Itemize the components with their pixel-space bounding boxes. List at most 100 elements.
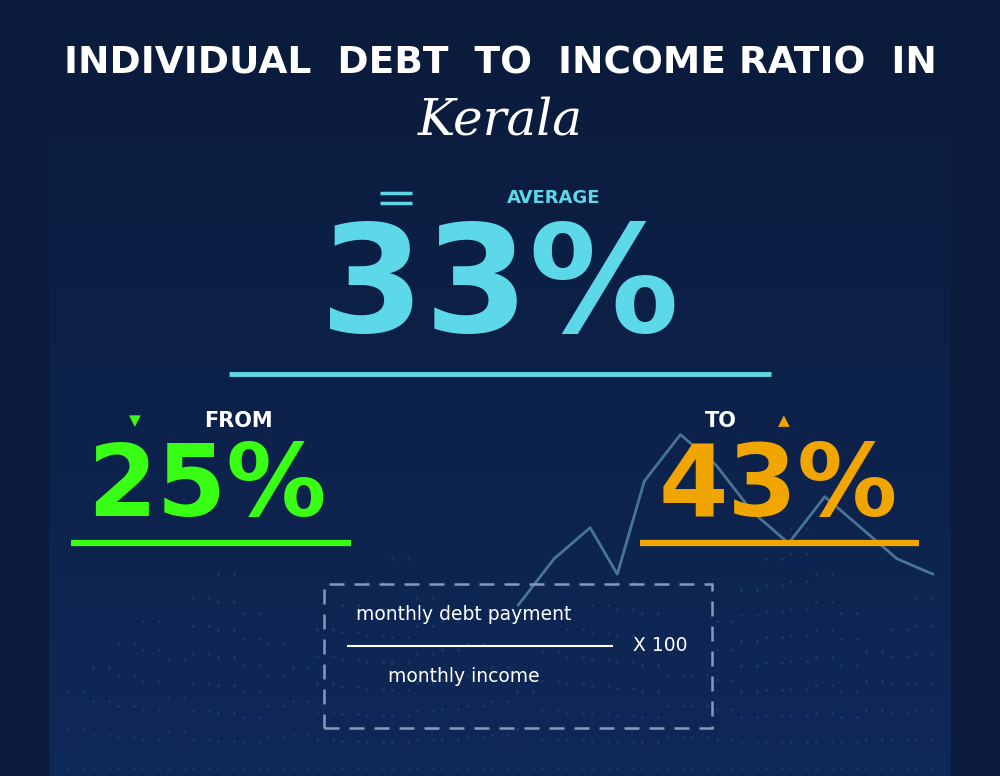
Bar	[49, 78, 951, 84]
Bar	[49, 207, 951, 213]
Bar	[49, 258, 951, 265]
Bar	[49, 692, 951, 698]
Bar	[49, 33, 951, 39]
Bar	[49, 181, 951, 188]
Bar	[49, 576, 951, 582]
Bar	[49, 673, 951, 679]
Bar	[49, 375, 951, 382]
Bar	[49, 770, 951, 776]
Bar	[49, 750, 951, 757]
Bar	[49, 200, 951, 207]
Text: ▲: ▲	[778, 413, 790, 428]
Bar	[49, 731, 951, 737]
Bar	[49, 324, 951, 330]
Bar	[49, 91, 951, 97]
Text: X 100: X 100	[633, 636, 688, 655]
Bar	[49, 155, 951, 161]
Bar	[49, 401, 951, 407]
Bar	[49, 763, 951, 770]
Bar	[49, 491, 951, 498]
Bar	[49, 369, 951, 375]
Bar	[49, 582, 951, 588]
Bar	[49, 466, 951, 472]
Bar	[49, 421, 951, 427]
Bar	[49, 394, 951, 401]
Bar	[49, 175, 951, 181]
Bar	[49, 13, 951, 19]
Bar	[49, 646, 951, 653]
Bar	[49, 712, 951, 718]
Bar	[49, 407, 951, 414]
Bar	[49, 233, 951, 239]
Bar	[49, 213, 951, 220]
Bar	[49, 310, 951, 317]
Bar	[49, 161, 951, 168]
Bar	[49, 524, 951, 530]
Bar	[49, 291, 951, 297]
Text: monthly debt payment: monthly debt payment	[356, 605, 572, 624]
Bar	[49, 336, 951, 343]
Bar	[49, 556, 951, 563]
Bar	[49, 343, 951, 349]
Bar	[49, 485, 951, 491]
Bar	[49, 116, 951, 123]
Bar	[49, 705, 951, 712]
Bar	[49, 149, 951, 155]
Bar	[49, 530, 951, 537]
Bar	[49, 39, 951, 45]
Bar	[49, 549, 951, 556]
Bar	[49, 317, 951, 324]
Bar	[49, 272, 951, 278]
Bar	[49, 452, 951, 459]
Bar	[49, 679, 951, 685]
Bar	[49, 103, 951, 110]
Text: AVERAGE: AVERAGE	[507, 189, 601, 207]
Bar	[49, 220, 951, 227]
Bar	[49, 297, 951, 304]
Bar	[49, 252, 951, 258]
Bar	[49, 479, 951, 485]
Bar	[49, 660, 951, 666]
Bar	[49, 621, 951, 627]
Bar	[49, 45, 951, 52]
Bar	[49, 278, 951, 285]
Bar	[49, 64, 951, 71]
Bar	[49, 724, 951, 731]
Bar	[49, 757, 951, 763]
Text: TO: TO	[705, 411, 737, 431]
Bar	[49, 194, 951, 200]
Bar	[49, 136, 951, 142]
Text: Kerala: Kerala	[418, 95, 582, 145]
Bar	[49, 440, 951, 446]
Bar	[49, 595, 951, 601]
Bar	[49, 588, 951, 595]
Bar	[49, 84, 951, 91]
Bar	[49, 71, 951, 78]
Bar	[49, 653, 951, 660]
Bar	[49, 246, 951, 252]
Bar	[49, 123, 951, 130]
Text: monthly income: monthly income	[388, 667, 540, 686]
Bar	[49, 414, 951, 421]
Bar	[49, 537, 951, 543]
Bar	[49, 698, 951, 705]
Bar	[49, 608, 951, 615]
Bar	[49, 518, 951, 524]
Bar	[49, 472, 951, 479]
Bar	[49, 718, 951, 724]
Bar	[49, 142, 951, 149]
Bar	[49, 188, 951, 194]
Bar	[49, 504, 951, 511]
Bar	[49, 743, 951, 750]
Bar	[49, 666, 951, 673]
Bar	[49, 239, 951, 246]
Bar	[49, 601, 951, 608]
Bar	[49, 26, 951, 33]
Bar	[49, 459, 951, 466]
Bar	[49, 511, 951, 518]
Bar	[49, 349, 951, 355]
Bar	[324, 584, 712, 728]
Bar	[49, 52, 951, 58]
Bar	[49, 433, 951, 440]
Text: INDIVIDUAL  DEBT  TO  INCOME RATIO  IN: INDIVIDUAL DEBT TO INCOME RATIO IN	[64, 46, 936, 81]
